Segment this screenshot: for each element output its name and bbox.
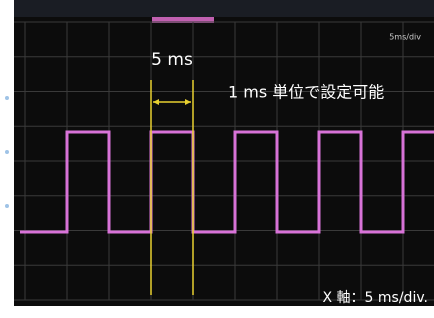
scope-screenshot: 5ms/div 5 ms 1 ms 単位で設定可能 X 軸：5 ms/div. <box>0 0 434 318</box>
period-label: 5 ms <box>151 50 193 70</box>
timebase-label: 5ms/div <box>389 33 421 42</box>
screen <box>14 0 434 306</box>
status-bar <box>14 0 434 17</box>
dot <box>5 204 9 208</box>
page: 5ms/div 5 ms 1 ms 単位で設定可能 X 軸：5 ms/div. … <box>0 0 434 318</box>
setting-label: 1 ms 単位で設定可能 <box>228 83 384 102</box>
dot <box>5 96 9 100</box>
x-axis-label: X 軸：5 ms/div. <box>323 290 428 306</box>
dot <box>5 150 9 154</box>
